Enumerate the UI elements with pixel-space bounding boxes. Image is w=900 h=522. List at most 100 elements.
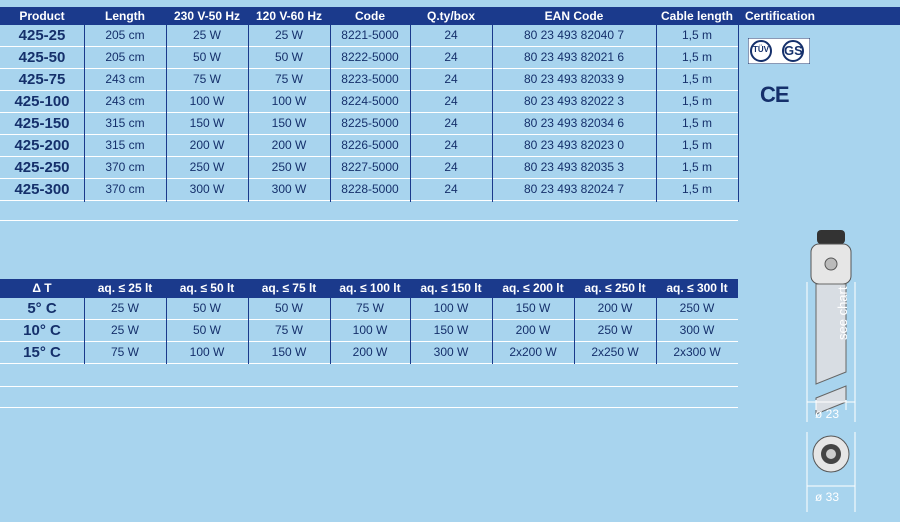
table-cell: 100 W xyxy=(433,301,469,315)
table-cell: 25 W xyxy=(274,28,303,42)
product-cell: 425-250 xyxy=(14,159,70,176)
table-cell: 8226-5000 xyxy=(341,138,399,152)
table-cell: 50 W xyxy=(274,50,303,64)
table-cell: 1,5 m xyxy=(681,160,712,174)
table-cell: 80 23 493 82035 3 xyxy=(523,160,625,174)
header-aq50: aq. ≤ 50 lt xyxy=(179,281,235,295)
table-cell: 80 23 493 82040 7 xyxy=(523,28,625,42)
heater-diagram xyxy=(806,230,856,512)
table-cell: 243 cm xyxy=(105,72,145,86)
table1-divider xyxy=(166,25,167,202)
table2-divider xyxy=(574,298,575,364)
table2-divider xyxy=(492,298,493,364)
table-cell: 8222-5000 xyxy=(341,50,399,64)
table1-divider xyxy=(84,25,85,202)
table-cell: 250 W xyxy=(189,160,225,174)
table1-divider xyxy=(248,25,249,202)
header-aq250: aq. ≤ 250 lt xyxy=(584,281,646,295)
table-cell: 250 W xyxy=(271,160,307,174)
table2-divider xyxy=(248,298,249,364)
table-cell: 25 W xyxy=(110,323,139,337)
table-cell: 50 W xyxy=(192,323,221,337)
table-cell: 80 23 493 82024 7 xyxy=(523,182,625,196)
table1-divider xyxy=(492,25,493,202)
table-cell: 200 W xyxy=(271,138,307,152)
table-cell: 205 cm xyxy=(105,50,145,64)
table-row: 425-300 370 cm 300 W 300 W 8228-5000 24 80 23 … xyxy=(0,179,738,201)
table-cell: 50 W xyxy=(192,301,221,315)
table1-divider xyxy=(738,25,739,202)
ce-mark: CE xyxy=(760,82,790,107)
table-cell: 24 xyxy=(444,50,458,64)
table-row: 425-200 315 cm 200 W 200 W 8226-5000 24 80 23 … xyxy=(0,135,738,157)
header-certification: Certification xyxy=(744,9,815,23)
gs-mark: GS xyxy=(784,43,803,58)
product-cell: 425-50 xyxy=(18,49,66,66)
table-cell: 100 W xyxy=(352,323,388,337)
table-cell: 150 W xyxy=(189,116,225,130)
table-cell: 25 W xyxy=(192,28,221,42)
table-cell: 200 W xyxy=(352,345,388,359)
table-cell: 75 W xyxy=(192,72,221,86)
table-cell: 200 W xyxy=(597,301,633,315)
table-cell: 50 W xyxy=(192,50,221,64)
table-row: 425-250 370 cm 250 W 250 W 8227-5000 24 80 23 … xyxy=(0,157,738,179)
delta-t-cell: 5° C xyxy=(27,300,57,317)
table-cell: 243 cm xyxy=(105,94,145,108)
table1-divider xyxy=(656,25,657,202)
diameter-33-label: ø 33 xyxy=(815,490,840,504)
table-cell: 24 xyxy=(444,72,458,86)
header-product: Product xyxy=(19,9,65,23)
table-cell: 24 xyxy=(444,116,458,130)
header-aq300: aq. ≤ 300 lt xyxy=(666,281,728,295)
table-cell: 1,5 m xyxy=(681,28,712,42)
table-cell: 1,5 m xyxy=(681,94,712,108)
table2-divider xyxy=(656,298,657,364)
header-aq150: aq. ≤ 150 lt xyxy=(420,281,482,295)
header-aq200: aq. ≤ 200 lt xyxy=(502,281,564,295)
table-cell: 24 xyxy=(444,138,458,152)
table-row: 425-75 243 cm 75 W 75 W 8223-5000 24 80 23 493… xyxy=(0,69,738,91)
table-cell: 300 W xyxy=(433,345,469,359)
table2-divider xyxy=(84,298,85,364)
table-cell: 205 cm xyxy=(105,28,145,42)
header-aq25: aq. ≤ 25 lt xyxy=(97,281,153,295)
blank-row-line xyxy=(0,407,738,408)
table-cell: 150 W xyxy=(515,301,551,315)
table-row: 5° C 25 W 50 W 50 W 75 W 100 W 150 W 200 W 250 W xyxy=(0,298,738,320)
table-cell: 2x200 W xyxy=(509,345,557,359)
product-cell: 425-75 xyxy=(18,71,66,88)
table2-header: Δ T aq. ≤ 25 lt aq. ≤ 50 lt aq. ≤ 75 lt … xyxy=(0,279,738,298)
certification-badges: TÜV GS xyxy=(747,37,811,65)
table-row: 425-25 205 cm 25 W 25 W 8221-5000 24 80 23 493… xyxy=(0,25,738,47)
diameter-23-label: ø 23 xyxy=(815,407,840,421)
table-cell: 8227-5000 xyxy=(341,160,399,174)
table-cell: 1,5 m xyxy=(681,138,712,152)
header-aq100: aq. ≤ 100 lt xyxy=(339,281,401,295)
table1-divider xyxy=(330,25,331,202)
table-row: 425-100 243 cm 100 W 100 W 8224-5000 24 80 23 … xyxy=(0,91,738,113)
table-cell: 2x250 W xyxy=(591,345,639,359)
delta-t-cell: 15° C xyxy=(23,344,61,361)
table-cell: 300 W xyxy=(271,182,307,196)
table-cell: 24 xyxy=(444,28,458,42)
table-cell: 1,5 m xyxy=(681,50,712,64)
table-cell: 24 xyxy=(444,94,458,108)
table-cell: 200 W xyxy=(515,323,551,337)
table-cell: 150 W xyxy=(271,116,307,130)
table-cell: 100 W xyxy=(189,345,225,359)
table-cell: 300 W xyxy=(189,182,225,196)
table-cell: 8225-5000 xyxy=(341,116,399,130)
header-230v: 230 V-50 Hz xyxy=(173,9,241,23)
table-cell: 80 23 493 82021 6 xyxy=(523,50,625,64)
table1-divider xyxy=(410,25,411,202)
table2-divider xyxy=(166,298,167,364)
table-cell: 370 cm xyxy=(105,160,145,174)
table-cell: 25 W xyxy=(110,301,139,315)
table-cell: 8221-5000 xyxy=(341,28,399,42)
table-cell: 200 W xyxy=(189,138,225,152)
table-cell: 8228-5000 xyxy=(341,182,399,196)
table-cell: 75 W xyxy=(274,72,303,86)
table-cell: 1,5 m xyxy=(681,182,712,196)
table-cell: 370 cm xyxy=(105,182,145,196)
